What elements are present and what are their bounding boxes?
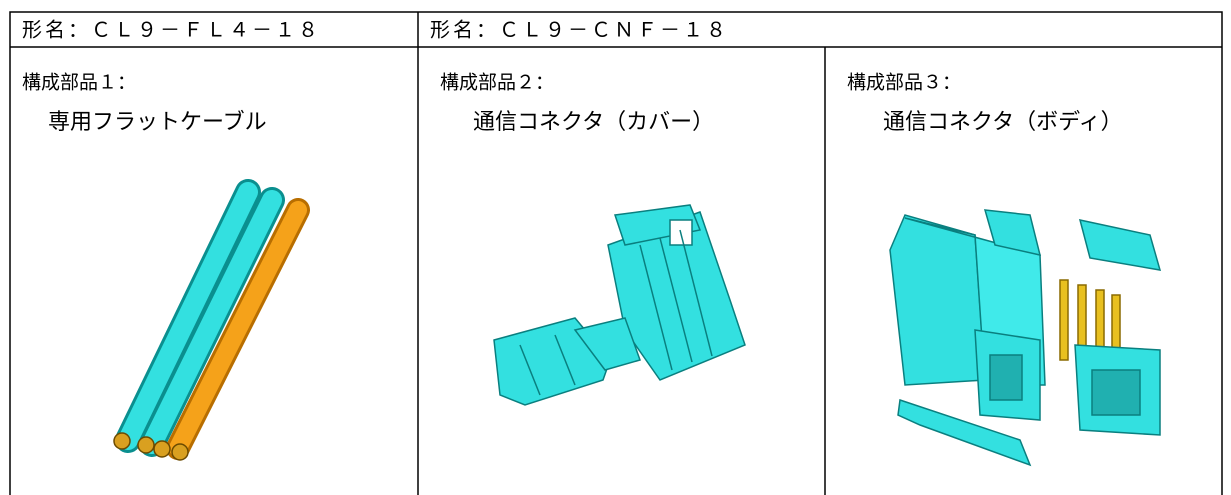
header-cell: 形名：ＣＬ９－ＣＮＦ－１８ [430,18,729,42]
cable-image [113,179,310,461]
part-name: 通信コネクタ（ボディ） [883,110,1123,135]
part-label: 構成部品１： [22,72,136,94]
body-image [889,209,1162,467]
part-name: 通信コネクタ（カバー） [473,110,714,135]
cover-image [493,204,746,406]
header-cell: 形名：ＣＬ９－ＦＬ４－１８ [22,18,321,42]
part-name: 専用フラットケーブル [48,110,267,135]
part-label: 構成部品３： [847,72,961,94]
table-borders [9,11,1223,495]
part-label: 構成部品２： [440,72,554,94]
